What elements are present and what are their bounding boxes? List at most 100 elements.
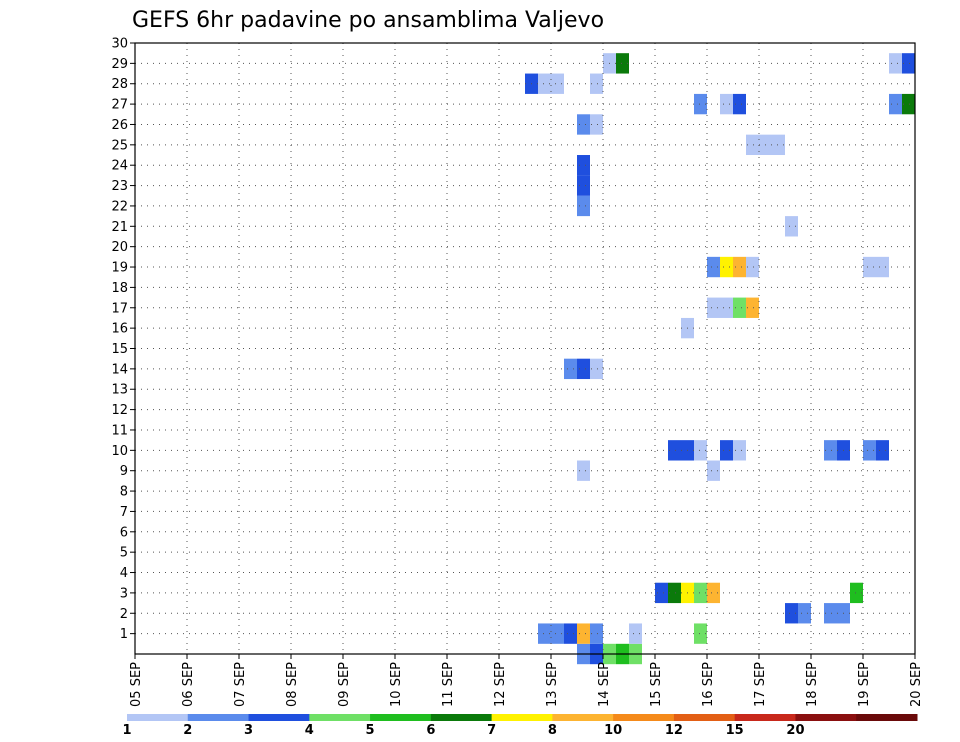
precip-cell — [577, 175, 590, 196]
precip-cell — [876, 256, 889, 278]
y-tick-label: 19 — [111, 261, 128, 276]
precip-cell — [564, 358, 577, 380]
colorbar-label: 5 — [366, 723, 375, 738]
precip-cell — [902, 53, 915, 74]
colorbar-swatch — [370, 714, 432, 721]
y-tick-label: 24 — [111, 159, 128, 174]
precip-cell — [733, 93, 746, 115]
y-tick-label: 16 — [111, 322, 128, 337]
x-tick-label: 18 SEP — [805, 662, 820, 707]
x-tick-label: 19 SEP — [857, 662, 872, 707]
y-tick-label: 27 — [111, 98, 128, 113]
precip-cell — [694, 623, 707, 644]
colorbar-swatch — [673, 714, 736, 721]
precip-cell — [889, 53, 902, 74]
colorbar-label: 4 — [305, 723, 314, 738]
y-tick-label: 14 — [111, 362, 128, 377]
precip-cell — [720, 440, 733, 461]
y-tick-label: 11 — [111, 423, 128, 438]
y-tick-label: 1 — [120, 627, 128, 642]
chart-title: GEFS 6hr padavine po ansamblima Valjevo — [132, 8, 604, 33]
precip-cell — [707, 256, 720, 278]
precip-cell — [707, 460, 720, 481]
precip-cell — [746, 134, 759, 156]
colorbar-label: 8 — [548, 723, 557, 738]
x-tick-label: 16 SEP — [701, 662, 716, 707]
precip-cell — [590, 73, 603, 94]
precip-cell — [863, 256, 876, 278]
precip-cell — [707, 582, 720, 604]
y-tick-label: 17 — [111, 301, 128, 316]
colorbar-label: 6 — [426, 723, 435, 738]
y-tick-label: 25 — [111, 138, 128, 153]
precip-cell — [733, 256, 746, 278]
y-tick-label: 28 — [111, 77, 128, 92]
precip-cell — [707, 297, 720, 318]
precip-cell — [577, 195, 590, 217]
colorbar-swatch — [127, 714, 189, 721]
y-tick-label: 4 — [120, 566, 128, 581]
precip-cell — [733, 297, 746, 318]
precip-cell — [590, 623, 603, 644]
precip-cell — [538, 623, 551, 644]
precip-cell — [668, 440, 681, 461]
y-tick-label: 13 — [111, 383, 128, 398]
precip-cell — [863, 440, 876, 461]
y-tick-label: 7 — [120, 505, 128, 520]
x-tick-label: 06 SEP — [181, 662, 196, 707]
y-tick-label: 12 — [111, 403, 128, 418]
precip-cell — [577, 358, 590, 380]
colorbar-label: 10 — [604, 723, 622, 738]
x-tick-label: 12 SEP — [493, 662, 508, 707]
precip-cell — [694, 93, 707, 115]
precip-cell — [577, 114, 590, 135]
colorbar-swatch — [613, 714, 675, 721]
colorbar-swatch — [734, 714, 796, 721]
x-tick-label: 13 SEP — [545, 662, 560, 707]
x-tick-label: 05 SEP — [129, 662, 144, 707]
precip-cell — [798, 603, 811, 624]
precip-cell — [577, 623, 590, 644]
x-axis: 05 SEP 06 SEP 07 SEP 08 SEP 09 SEP 10 SEP 11 S… — [129, 654, 924, 707]
colorbar-label: 12 — [665, 723, 683, 738]
y-tick-label: 15 — [111, 342, 128, 357]
y-tick-label: 6 — [120, 525, 128, 540]
precip-cell — [577, 460, 590, 481]
precip-cell — [720, 256, 733, 278]
precip-cell — [720, 297, 733, 318]
precip-cell — [629, 623, 642, 644]
precip-cell — [733, 440, 746, 461]
y-tick-label: 10 — [111, 444, 128, 459]
colorbar-label: 2 — [183, 723, 192, 738]
colorbar-label: 1 — [122, 723, 131, 738]
heatmap-cells — [525, 53, 915, 665]
precip-cell — [551, 73, 564, 94]
colorbar-label: 15 — [726, 723, 744, 738]
precip-cell — [577, 155, 590, 176]
x-tick-label: 11 SEP — [441, 662, 456, 707]
colorbar-label: 7 — [487, 723, 496, 738]
precip-cell — [551, 623, 564, 644]
colorbar-swatch — [491, 714, 553, 721]
colorbar-swatch — [856, 714, 918, 721]
precip-cell — [785, 603, 798, 624]
precip-cell — [876, 440, 889, 461]
precip-cell — [824, 603, 837, 624]
precip-cell — [694, 582, 707, 604]
colorbar-swatch — [430, 714, 493, 721]
precip-cell — [668, 582, 681, 604]
x-tick-label: 07 SEP — [233, 662, 248, 707]
precip-cell — [590, 358, 603, 380]
x-tick-label: 08 SEP — [285, 662, 300, 707]
y-tick-label: 9 — [120, 464, 128, 479]
y-tick-label: 21 — [111, 220, 128, 235]
x-tick-label: 09 SEP — [337, 662, 352, 707]
precip-cell — [655, 582, 668, 604]
precip-cell — [564, 623, 577, 644]
x-tick-label: 15 SEP — [649, 662, 664, 707]
y-tick-label: 26 — [111, 118, 128, 133]
y-tick-label: 8 — [120, 485, 128, 500]
y-tick-label: 22 — [111, 199, 128, 214]
precip-cell — [785, 216, 798, 237]
